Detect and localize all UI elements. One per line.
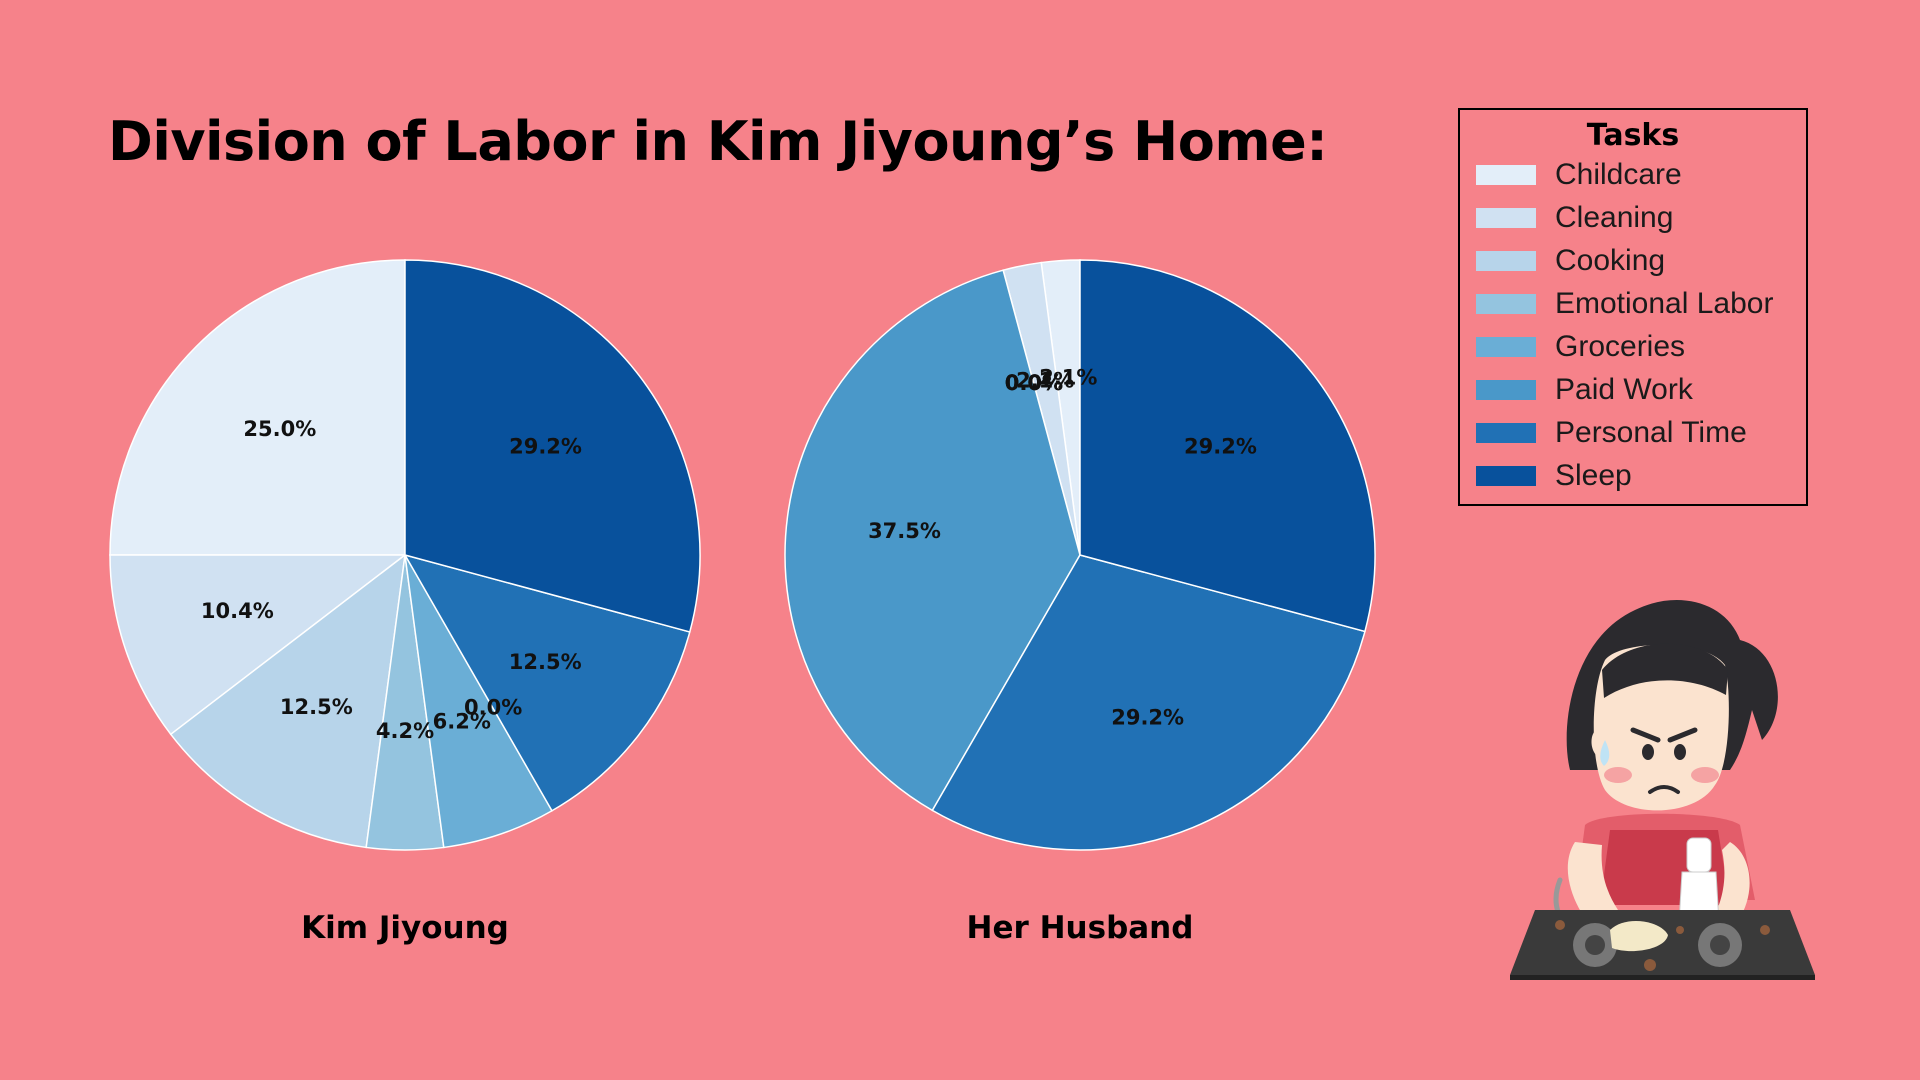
pie-slice-sleep — [404, 259, 701, 633]
pie-data-label: 12.5% — [280, 695, 353, 719]
pie-title-her-husband: Her Husband — [966, 910, 1194, 946]
woman-cleaning-stove-illustration — [1510, 600, 1815, 980]
pie-data-label: 2.1% — [1039, 365, 1097, 389]
legend: Tasks Childcare Cleaning Cooking Emotional … — [1458, 108, 1808, 506]
legend-item: Sleep — [1476, 454, 1806, 497]
pie-data-label: 10.4% — [201, 599, 274, 623]
pie-data-label: 2.1% — [1016, 368, 1074, 392]
legend-label: Groceries — [1555, 329, 1686, 363]
pie-data-label: 0.0% — [1005, 371, 1063, 395]
legend-label: Paid Work — [1555, 372, 1693, 406]
pie-slice-sleep — [1079, 259, 1376, 633]
pie-data-label: 25.0% — [243, 417, 316, 441]
legend-title: Tasks — [1586, 118, 1680, 153]
pie-data-label: 29.2% — [509, 434, 582, 458]
pie-slice-childcare — [109, 259, 406, 556]
pie-data-label: 12.5% — [509, 650, 582, 674]
legend-swatch — [1476, 336, 1536, 357]
pie-data-label: 0.0% — [1005, 371, 1063, 395]
legend-item: Groceries — [1476, 325, 1806, 368]
legend-swatch — [1476, 250, 1536, 271]
pie-slice-personal-time — [403, 553, 691, 812]
pie-data-label: 6.2% — [433, 710, 491, 734]
pie-data-label: 29.2% — [1111, 706, 1184, 730]
legend-swatch — [1476, 379, 1536, 400]
pie-data-label: 0.0% — [464, 695, 522, 719]
legend-label: Cleaning — [1555, 200, 1674, 234]
legend-label: Cooking — [1555, 243, 1666, 277]
legend-label: Sleep — [1555, 458, 1632, 492]
legend-swatch — [1476, 293, 1536, 314]
pie-slice-cleaning — [109, 554, 408, 736]
legend-swatch — [1476, 207, 1536, 228]
pie-slice-groceries — [404, 554, 553, 849]
pie-slice-personal-time — [931, 554, 1366, 851]
legend-label: Childcare — [1555, 157, 1682, 191]
pie-slice-cooking — [169, 553, 406, 849]
legend-label: Emotional Labor — [1555, 286, 1774, 320]
legend-items: Childcare Cleaning Cooking Emotional Labor G… — [1460, 153, 1806, 497]
legend-swatch — [1476, 164, 1536, 185]
pie-data-label: 29.2% — [1184, 434, 1257, 458]
pie-slice-paid-work — [784, 269, 1081, 812]
legend-item: Emotional Labor — [1476, 282, 1806, 325]
legend-label: Personal Time — [1555, 415, 1747, 449]
pie-data-label: 0.0% — [1005, 371, 1063, 395]
legend-swatch — [1476, 465, 1536, 486]
legend-swatch — [1476, 422, 1536, 443]
pie-data-label: 37.5% — [868, 519, 941, 543]
legend-item: Childcare — [1476, 153, 1806, 196]
legend-item: Paid Work — [1476, 368, 1806, 411]
legend-item: Personal Time — [1476, 411, 1806, 454]
legend-item: Cleaning — [1476, 196, 1806, 239]
pie-title-kim-jiyoung: Kim Jiyoung — [301, 910, 509, 946]
legend-item: Cooking — [1476, 239, 1806, 282]
pie-data-label: 4.2% — [376, 719, 434, 743]
page-title: Division of Labor in Kim Jiyoung’s Home: — [108, 110, 1328, 173]
